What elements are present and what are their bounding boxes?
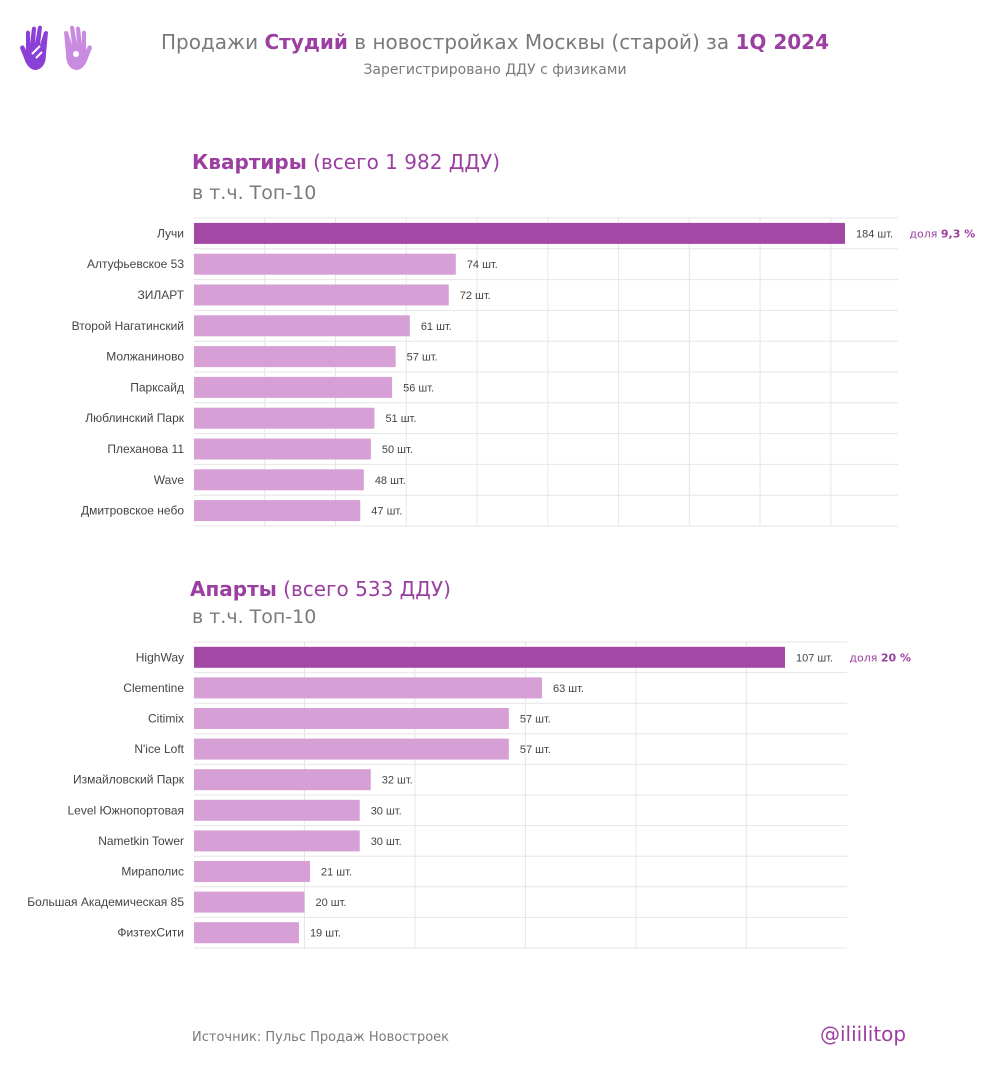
value-label: 19 шт.: [310, 928, 341, 940]
bar: [194, 500, 361, 522]
category-label: Алтуфьевское 53: [87, 257, 184, 271]
value-label: 184 шт.: [856, 228, 893, 240]
category-label: Level Южнопортовая: [67, 803, 184, 817]
bar: [194, 438, 371, 460]
bar: [194, 284, 449, 306]
value-label: 50 шт.: [382, 444, 413, 456]
author-handle[interactable]: @iliilitop: [820, 1022, 907, 1046]
value-label: 57 шт.: [407, 352, 438, 364]
category-label: ЗИЛАРТ: [137, 288, 184, 302]
bar: [194, 222, 845, 244]
aparts-chart: HighWay 107 шт. доля 20 % Clementine 63 шт. C…: [27, 641, 911, 949]
category-label: Clementine: [123, 681, 184, 695]
category-label: Парксайд: [130, 380, 184, 394]
category-label: N'ice Loft: [134, 742, 184, 756]
value-label: 32 шт.: [382, 775, 413, 787]
bar: [194, 738, 509, 760]
category-label: Дмитровское небо: [81, 504, 184, 518]
aparts-subheading: в т.ч. Топ-10: [192, 606, 317, 628]
bar: [194, 799, 360, 821]
page-title: Продажи Студий в новостройках Москвы (ст…: [0, 30, 990, 54]
value-label: 57 шт.: [520, 744, 551, 756]
category-label: ФизтехСити: [117, 926, 184, 940]
value-label: 51 шт.: [385, 413, 416, 425]
bar: [194, 922, 299, 944]
category-label: Wave: [154, 473, 185, 487]
bar: [194, 407, 375, 429]
category-label: Плеханова 11: [107, 442, 184, 456]
apartments-chart: Лучи 184 шт. доля 9,3 % Алтуфьевское 53 74 ш…: [72, 217, 975, 527]
bar: [194, 708, 509, 729]
source-note: Источник: Пульс Продаж Новостроек: [192, 1030, 450, 1045]
bar: [194, 253, 456, 275]
value-label: 30 шт.: [371, 805, 402, 817]
bar: [194, 861, 310, 882]
category-label: Измайловский Парк: [73, 773, 185, 787]
page-subtitle: Зарегистрировано ДДУ с физиками: [363, 62, 627, 78]
category-label: Большая Академическая 85: [27, 895, 184, 909]
value-label: 30 шт.: [371, 836, 402, 848]
title-highlight: 1Q 2024: [735, 30, 829, 54]
category-label: HighWay: [136, 650, 184, 664]
category-label: Nametkin Tower: [98, 834, 184, 848]
apartments-heading-rest: (всего 1 982 ДДУ): [306, 150, 501, 174]
value-label: 61 шт.: [421, 321, 452, 333]
bar: [194, 315, 410, 337]
bar: [194, 891, 305, 913]
value-label: 74 шт.: [467, 259, 498, 271]
bar: [194, 677, 542, 699]
value-label: 56 шт.: [403, 382, 434, 394]
category-label: Люблинский Парк: [85, 411, 185, 425]
apartments-subheading: в т.ч. Топ-10: [192, 182, 317, 204]
bar: [194, 346, 396, 368]
value-label: 20 шт.: [315, 897, 346, 909]
apartments-heading-bold: Квартиры: [192, 150, 307, 174]
value-label: 107 шт.: [796, 652, 833, 664]
hands-logo-icon: [20, 25, 92, 70]
value-label: 72 шт.: [460, 290, 491, 302]
category-label: Лучи: [157, 226, 184, 240]
value-label: 47 шт.: [371, 506, 402, 518]
category-label: Второй Нагатинский: [72, 319, 184, 333]
aparts-heading-rest: (всего 533 ДДУ): [276, 577, 451, 601]
share-label: доля 9,3 %: [909, 227, 975, 240]
value-label: 63 шт.: [553, 683, 584, 695]
aparts-heading-bold: Апарты: [190, 577, 277, 601]
bar: [194, 769, 371, 791]
value-label: 48 шт.: [375, 475, 406, 487]
title-highlight: Студий: [264, 30, 348, 54]
bar: [194, 830, 360, 852]
title-text: Продажи: [161, 30, 265, 54]
bar: [194, 469, 364, 491]
value-label: 21 шт.: [321, 867, 352, 879]
bar: [194, 376, 393, 398]
category-label: Молжаниново: [106, 350, 184, 364]
category-label: Citimix: [148, 712, 184, 726]
share-label: доля 20 %: [849, 651, 911, 664]
category-label: Мирaполис: [121, 865, 184, 879]
value-label: 57 шт.: [520, 714, 551, 726]
aparts-heading: Апарты (всего 533 ДДУ): [190, 577, 451, 601]
bar: [194, 646, 785, 668]
title-text: в новостройках Москвы (старой) за: [347, 30, 736, 54]
apartments-heading: Квартиры (всего 1 982 ДДУ): [192, 150, 500, 174]
